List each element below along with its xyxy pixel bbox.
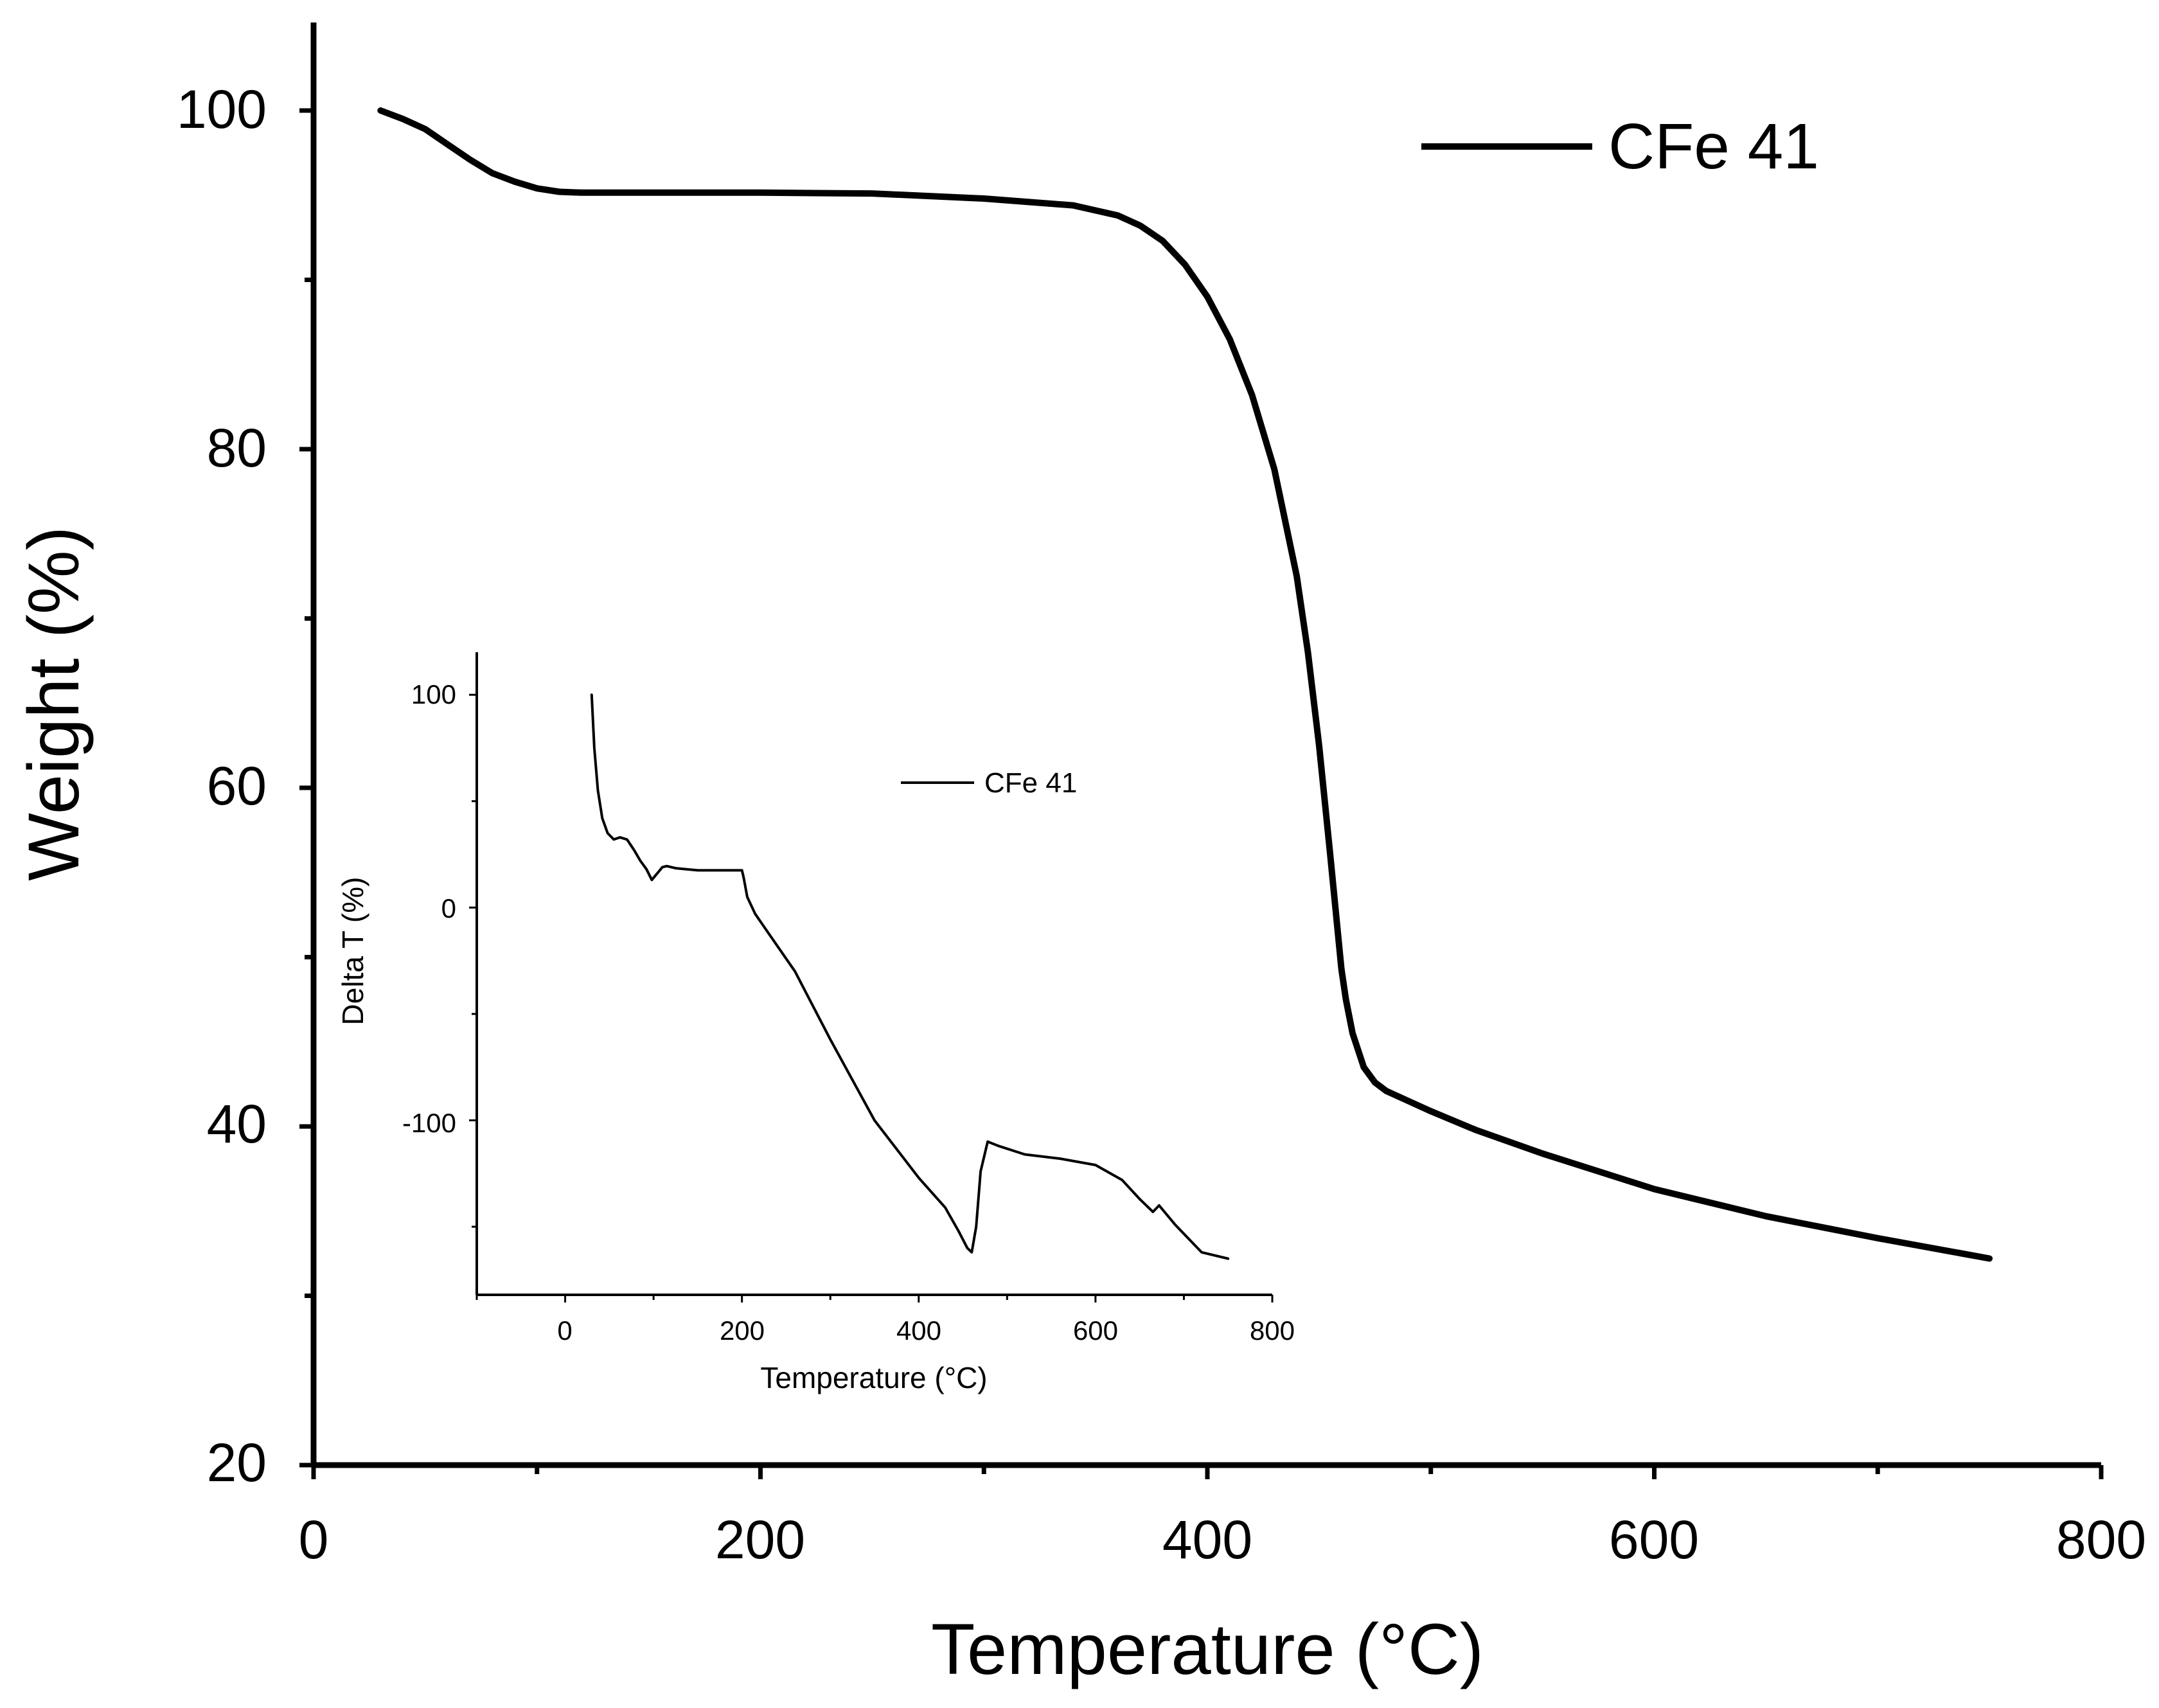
inset-y-tick-label: -100 [402, 1108, 456, 1138]
inset-y-tick-labels: 100 0 -100 [402, 679, 456, 1138]
main-x-tick-label: 800 [2056, 1509, 2146, 1570]
main-x-tick-label: 600 [1609, 1509, 1699, 1570]
inset-x-tick-labels: 0 200 400 600 800 [557, 1315, 1295, 1346]
main-x-tick-labels: 0 200 400 600 800 [299, 1509, 2146, 1570]
main-x-axis-label: Temperature (°C) [931, 1609, 1484, 1689]
main-y-tick-label: 60 [207, 756, 267, 816]
inset-x-tick-label: 800 [1250, 1315, 1295, 1346]
main-series-line-cfe41 [377, 107, 1993, 1262]
main-ticks [299, 108, 2104, 1479]
main-y-axis-label: Weight (%) [13, 526, 94, 881]
main-y-tick-label: 20 [207, 1432, 267, 1493]
inset-ticks [469, 693, 1274, 1303]
inset-x-axis-label: Temperature (°C) [760, 1361, 987, 1394]
inset-x-tick-label: 0 [557, 1315, 572, 1346]
inset-y-tick-label: 100 [411, 679, 456, 709]
main-x-tick-label: 200 [715, 1509, 805, 1570]
inset-x-tick-label: 400 [896, 1315, 941, 1346]
main-legend: CFe 41 [1421, 111, 1819, 182]
inset-y-axis-label: Delta T (%) [336, 877, 369, 1026]
main-y-tick-label: 40 [207, 1094, 267, 1154]
inset-y-tick-label: 0 [441, 893, 456, 923]
inset-series-line-cfe41 [590, 693, 1230, 1260]
main-x-tick-label: 400 [1162, 1509, 1252, 1570]
inset-legend: CFe 41 [901, 767, 1077, 799]
main-chart: 20 40 60 80 100 0 200 400 600 800 Temper… [13, 22, 2146, 1689]
main-y-tick-label: 80 [207, 418, 267, 478]
main-legend-label: CFe 41 [1608, 111, 1819, 182]
main-x-tick-label: 0 [299, 1509, 329, 1570]
inset-x-tick-label: 600 [1073, 1315, 1118, 1346]
main-y-tick-label: 100 [177, 79, 267, 139]
main-y-tick-labels: 20 40 60 80 100 [177, 79, 267, 1493]
inset-legend-label: CFe 41 [984, 767, 1077, 799]
inset-chart: 100 0 -100 0 200 400 600 800 Temperature… [336, 652, 1295, 1394]
inset-x-tick-label: 200 [720, 1315, 765, 1346]
